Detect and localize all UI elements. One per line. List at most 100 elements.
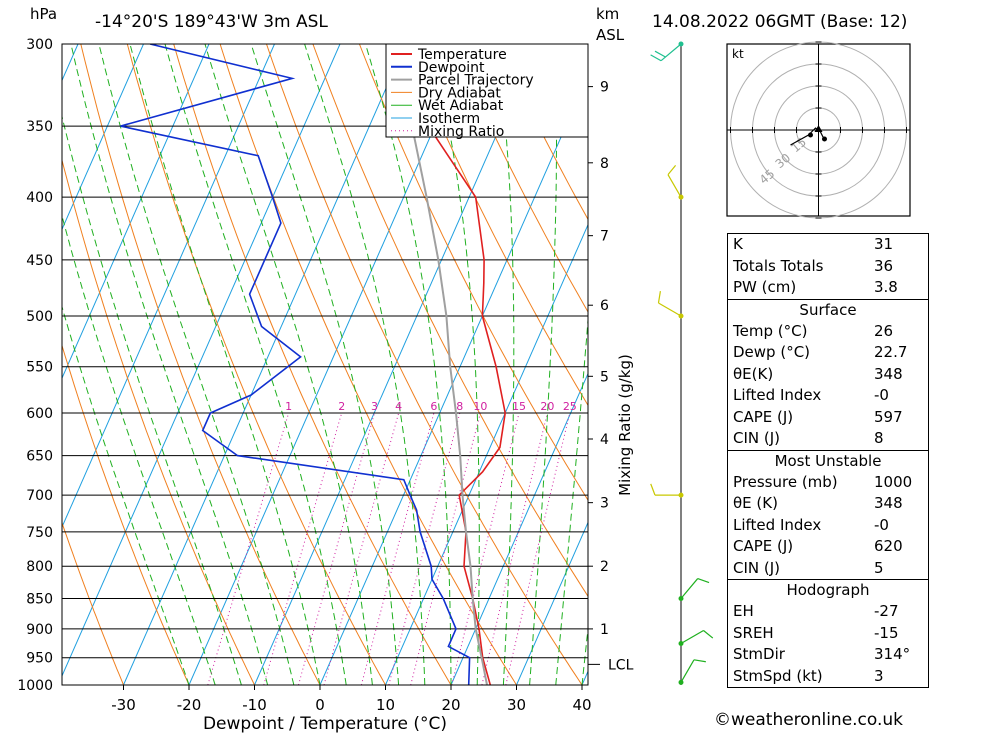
mixing-ratio-label: 10	[473, 400, 487, 413]
pressure-tick-label: 1000	[17, 678, 53, 694]
hodo-row: SREH -15	[733, 623, 899, 642]
legend-label: Dewpoint	[418, 60, 485, 76]
isotherm-line	[254, 44, 537, 685]
pressure-tick-label: 850	[26, 591, 53, 607]
mixing-ratio-label: 15	[512, 400, 526, 413]
isotherm-line	[516, 521, 588, 685]
hodograph-trace	[790, 127, 825, 146]
indices-panel: K 31 Totals Totals 36 PW (cm) 3.8 Surface T…	[727, 233, 929, 688]
isotherm-line	[62, 44, 341, 678]
wind-barb	[678, 577, 710, 601]
mixing-ratio-line	[298, 412, 375, 685]
mixing-ratio-line	[360, 412, 435, 685]
x-tick-label: 0	[315, 696, 325, 714]
height-tick-label: 9	[600, 80, 609, 96]
pressure-tick-label: 500	[26, 309, 53, 325]
height-tick-label: 4	[600, 432, 609, 448]
lcl-label: LCL	[608, 657, 634, 673]
pressure-tick-label: 750	[26, 525, 53, 541]
mixing-ratio-axis-label: Mixing Ratio (g/kg)	[616, 354, 634, 496]
dry-adiabat-line	[62, 521, 124, 685]
wet-adiabat-line	[555, 314, 588, 685]
hodo-row: EH -27	[733, 602, 899, 620]
index-row: Totals Totals 36	[733, 256, 894, 275]
mixing-ratio-line	[207, 412, 290, 685]
hodograph-point	[808, 132, 813, 138]
pressure-tick-label: 400	[26, 190, 53, 206]
wet-adiabat-line	[304, 44, 426, 685]
mixing-ratio-line	[410, 412, 481, 685]
legend-label: Temperature	[417, 47, 507, 63]
isotherm-line	[123, 44, 406, 685]
wind-barb	[650, 41, 684, 62]
wet-adiabat-line	[529, 44, 557, 685]
isotherm-line	[62, 44, 144, 231]
wind-barb	[678, 629, 714, 646]
index-row: PW (cm) 3.8	[733, 278, 898, 296]
dry-adiabat-line	[266, 44, 583, 685]
wet-adiabat-line	[430, 44, 480, 685]
pressure-tick-label: 700	[26, 488, 53, 504]
surface-row: CIN (J) 8	[733, 429, 884, 447]
mu-row: Pressure (mb) 1000	[733, 472, 913, 491]
x-tick-label: 10	[376, 696, 395, 714]
pressure-tick-label: 800	[26, 559, 53, 575]
height-tick-label: 6	[600, 298, 609, 314]
dry-adiabat-line	[358, 44, 588, 502]
most-unstable-section: Most Unstable Pressure (mb) 1000 θE (K) 34…	[728, 451, 928, 580]
wet-adiabat-line	[98, 44, 295, 685]
legend-label: Parcel Trajectory	[418, 73, 534, 89]
height-tick-label: 3	[600, 496, 609, 512]
surface-row: Temp (°C) 26	[733, 321, 894, 340]
wet-adiabat-line	[164, 44, 347, 685]
x-axis-label: Dewpoint / Temperature (°C)	[203, 714, 447, 733]
storm-motion-point	[822, 136, 827, 142]
legend-label: Isotherm	[418, 111, 480, 127]
pressure-tick-label: 900	[26, 622, 53, 638]
pressure-tick-label: 300	[26, 37, 53, 53]
height-tick-label: 2	[600, 559, 609, 575]
mixing-ratio-line	[323, 412, 400, 685]
dry-adiabat-line	[405, 44, 588, 407]
legend-label: Wet Adiabat	[418, 98, 504, 114]
hodograph-stats-section: Hodograph EH -27 SREH -15 StmDir 314° StmSp…	[728, 580, 928, 687]
pressure-tick-label: 600	[26, 406, 53, 422]
mixing-ratio-line	[263, 412, 343, 685]
pressure-tick-label: 650	[26, 449, 53, 465]
pressure-tick-label: 950	[26, 651, 53, 667]
mixing-ratio-label: 8	[456, 400, 463, 413]
temperature-line	[404, 44, 507, 685]
wind-barb	[667, 164, 684, 200]
legend-box	[385, 43, 589, 138]
isotherm-line	[319, 74, 588, 685]
legend-label: Dry Adiabat	[418, 85, 501, 101]
surface-row: CAPE (J) 597	[733, 407, 903, 426]
wet-adiabat-line	[365, 44, 452, 685]
dry-adiabat-line	[173, 44, 452, 685]
mixing-ratio-line	[451, 412, 520, 685]
copyright-link[interactable]: ©weatheronline.co.uk	[714, 710, 904, 730]
wet-adiabat-line	[62, 114, 242, 685]
wet-adiabat-line	[495, 44, 515, 685]
hodograph-marker	[814, 125, 823, 132]
pressure-tick-label: 350	[26, 119, 53, 135]
surface-section: Surface Temp (°C) 26 Dewp (°C) 22.7 θE(K) 3…	[728, 300, 928, 451]
hodo-row: StmDir 314°	[733, 645, 911, 663]
height-tick-label: 5	[600, 369, 609, 385]
mixing-ratio-label: 2	[338, 400, 345, 413]
x-tick-label: -20	[177, 696, 202, 714]
dry-adiabat-line	[451, 44, 588, 313]
x-tick-label: 20	[441, 696, 460, 714]
mixing-ratio-label: 1	[285, 400, 292, 413]
index-row: K 31	[733, 235, 894, 253]
x-tick-label: 30	[507, 696, 526, 714]
asl-label: ASL	[596, 26, 625, 44]
surface-title: Surface	[799, 300, 857, 319]
wet-adiabat-line	[70, 44, 269, 685]
dry-adiabat-line	[963, 44, 1000, 685]
mixing-ratio-label: 20	[540, 400, 554, 413]
plot-frame	[61, 43, 589, 686]
height-tick-label: 8	[600, 156, 609, 172]
height-tick-label: 7	[600, 229, 609, 245]
